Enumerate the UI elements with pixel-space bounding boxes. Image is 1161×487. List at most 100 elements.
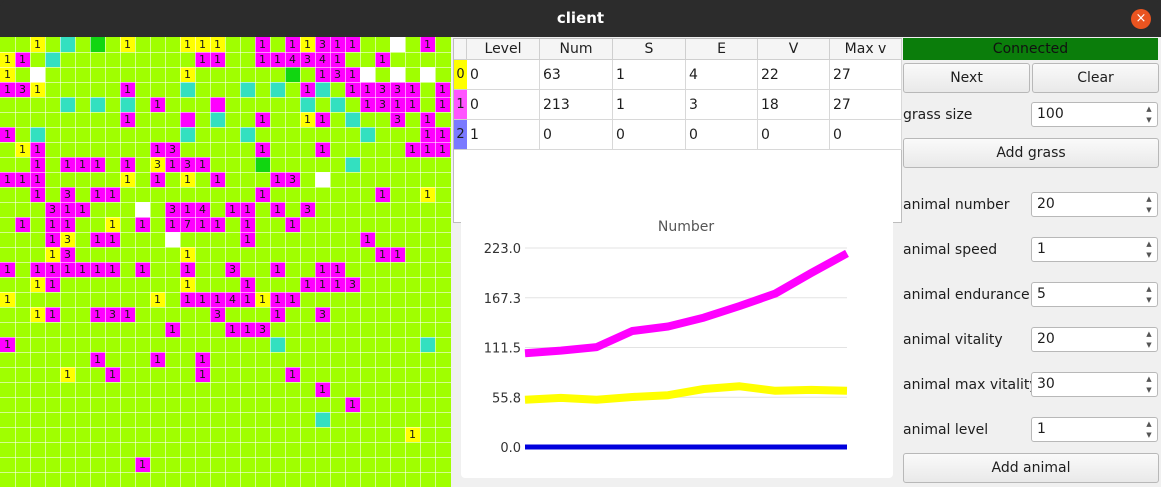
- add-animal-button[interactable]: Add animal: [903, 453, 1159, 483]
- animal-cell: 3: [330, 67, 345, 82]
- grass-cell: [360, 127, 375, 142]
- animal-cell: 1: [270, 52, 285, 67]
- table-cell[interactable]: 63: [540, 60, 613, 90]
- table-cell[interactable]: 3: [686, 90, 758, 120]
- animal-cell: 1: [195, 292, 210, 307]
- grid-line: [0, 397, 451, 398]
- table-cell[interactable]: 213: [540, 90, 613, 120]
- animal-cell: 3: [150, 157, 165, 172]
- table-cell[interactable]: 27: [830, 60, 902, 90]
- increment-icon[interactable]: ▲: [1146, 105, 1152, 113]
- table-cell[interactable]: 0: [540, 120, 613, 150]
- increment-icon[interactable]: ▲: [1146, 330, 1152, 338]
- y-tick-label: 223.0: [484, 242, 521, 257]
- animal-max-vitality-spinbox[interactable]: 30 ▲ ▼: [1031, 372, 1158, 397]
- table-cell[interactable]: 22: [758, 60, 830, 90]
- animal-level-value: 1: [1037, 421, 1046, 437]
- animal-cell: 1: [45, 277, 60, 292]
- column-header[interactable]: S: [613, 39, 686, 60]
- animal-endurance-label: animal endurance: [903, 287, 1030, 303]
- animal-cell: 1: [315, 382, 330, 397]
- table-cell[interactable]: 0: [758, 120, 830, 150]
- grass-cell: [165, 232, 180, 247]
- grid-line: [0, 412, 451, 413]
- animal-cell: 1: [255, 112, 270, 127]
- column-header[interactable]: Num: [540, 39, 613, 60]
- next-button[interactable]: Next: [903, 63, 1030, 93]
- decrement-icon[interactable]: ▼: [1146, 296, 1152, 304]
- animal-cell: 1: [405, 427, 420, 442]
- animal-cell: 3: [285, 172, 300, 187]
- animal-cell: 1: [105, 262, 120, 277]
- increment-icon[interactable]: ▲: [1146, 420, 1152, 428]
- column-header[interactable]: Max v: [830, 39, 902, 60]
- table-corner: [454, 39, 467, 60]
- y-tick-label: 111.5: [484, 342, 521, 357]
- animal-cell: 1: [180, 172, 195, 187]
- column-header[interactable]: V: [758, 39, 830, 60]
- grass-cell: [180, 82, 195, 97]
- table-cell[interactable]: 1: [613, 60, 686, 90]
- column-header[interactable]: Level: [467, 39, 540, 60]
- animal-cell: 3: [300, 202, 315, 217]
- close-icon[interactable]: ×: [1131, 9, 1151, 29]
- decrement-icon[interactable]: ▼: [1146, 116, 1152, 124]
- animal-vitality-spinbox[interactable]: 20 ▲ ▼: [1031, 327, 1158, 352]
- grid-line: [390, 37, 391, 487]
- table-cell[interactable]: 0: [686, 120, 758, 150]
- animal-number-spinbox[interactable]: 20 ▲ ▼: [1031, 192, 1158, 217]
- table-cell[interactable]: 1: [613, 90, 686, 120]
- animal-speed-spinbox[interactable]: 1 ▲ ▼: [1031, 237, 1158, 262]
- animal-cell: 1: [180, 262, 195, 277]
- decrement-icon[interactable]: ▼: [1146, 431, 1152, 439]
- row-header[interactable]: 1: [454, 90, 467, 120]
- column-header[interactable]: E: [686, 39, 758, 60]
- row-header[interactable]: 0: [454, 60, 467, 90]
- animal-cell: 1: [315, 277, 330, 292]
- animal-cell: 1: [300, 277, 315, 292]
- decrement-icon[interactable]: ▼: [1146, 206, 1152, 214]
- grid-line: [0, 277, 451, 278]
- animal-cell: 1: [240, 232, 255, 247]
- increment-icon[interactable]: ▲: [1146, 240, 1152, 248]
- table-cell[interactable]: 4: [686, 60, 758, 90]
- table-cell[interactable]: 1: [467, 120, 540, 150]
- increment-icon[interactable]: ▲: [1146, 195, 1152, 203]
- decrement-icon[interactable]: ▼: [1146, 341, 1152, 349]
- decrement-icon[interactable]: ▼: [1146, 251, 1152, 259]
- animal-cell: 1: [405, 82, 420, 97]
- animal-cell: 1: [60, 157, 75, 172]
- grass-size-spinbox[interactable]: 100 ▲ ▼: [1031, 102, 1158, 127]
- animal-level-spinbox[interactable]: 1 ▲ ▼: [1031, 417, 1158, 442]
- grass-cell: [45, 52, 60, 67]
- clear-button[interactable]: Clear: [1032, 63, 1159, 93]
- grass-cell: [60, 97, 75, 112]
- table-cell[interactable]: 0: [467, 60, 540, 90]
- animal-cell: 1: [180, 67, 195, 82]
- species-table: Level Num S E V Max v 0 0 63 1 4 22 27 1 0 213 1 3 18 27 2 1 0…: [453, 38, 902, 223]
- row-header[interactable]: 2: [454, 120, 467, 150]
- animal-cell: 1: [345, 82, 360, 97]
- animal-vitality-value: 20: [1037, 331, 1055, 347]
- grid-line: [435, 37, 436, 487]
- table-cell[interactable]: 0: [613, 120, 686, 150]
- table-cell[interactable]: 0: [830, 120, 902, 150]
- increment-icon[interactable]: ▲: [1146, 375, 1152, 383]
- grass-cell: [330, 97, 345, 112]
- add-grass-button[interactable]: Add grass: [903, 138, 1159, 168]
- decrement-icon[interactable]: ▼: [1146, 386, 1152, 394]
- animal-endurance-spinbox[interactable]: 5 ▲ ▼: [1031, 282, 1158, 307]
- table-cell[interactable]: 0: [467, 90, 540, 120]
- animal-cell: 1: [405, 142, 420, 157]
- grid-line: [0, 382, 451, 383]
- grid-line: [255, 37, 256, 487]
- grid-line: [0, 262, 451, 263]
- animal-cell: 1: [0, 82, 15, 97]
- grass-cell: [240, 82, 255, 97]
- table-cell[interactable]: 27: [830, 90, 902, 120]
- increment-icon[interactable]: ▲: [1146, 285, 1152, 293]
- table-cell[interactable]: 18: [758, 90, 830, 120]
- animal-cell: 1: [315, 67, 330, 82]
- animal-cell: 1: [180, 202, 195, 217]
